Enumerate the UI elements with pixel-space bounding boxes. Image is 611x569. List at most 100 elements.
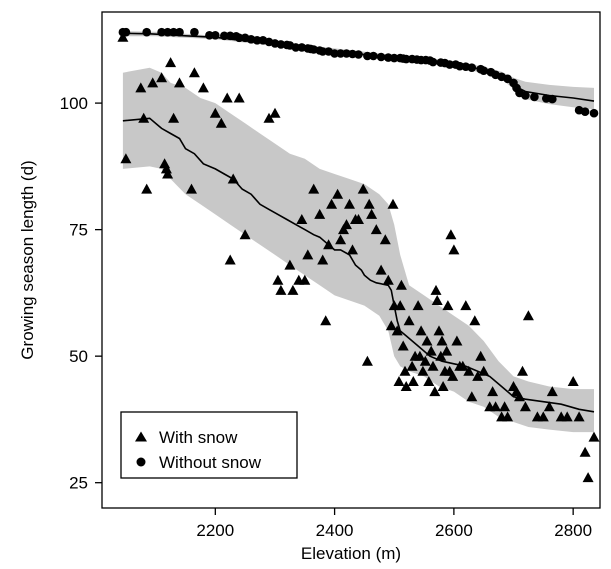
with-snow-point — [387, 198, 399, 209]
with-snow-point — [447, 370, 459, 381]
y-tick-label: 75 — [69, 221, 88, 240]
x-tick-label: 2800 — [554, 521, 592, 540]
with-snow-point — [448, 244, 460, 255]
with-snow-point — [197, 82, 209, 93]
with-snow-point — [361, 355, 373, 366]
with-snow-point — [429, 386, 441, 397]
with-snow-point — [117, 31, 129, 42]
legend-label-without-snow: Without snow — [159, 453, 262, 472]
with-snow-point — [272, 274, 284, 285]
with-snow-point — [174, 77, 185, 88]
with-snow-point — [357, 183, 369, 194]
with-snow-point — [284, 259, 296, 270]
with-snow-point — [445, 229, 457, 240]
with-snow-point — [561, 411, 573, 422]
without-snow-point — [175, 27, 184, 37]
with-snow-point — [519, 401, 531, 412]
y-axis: 25 50 75 100 — [60, 94, 102, 493]
with-snow-point — [366, 208, 378, 219]
without-snow-point — [330, 49, 339, 58]
with-snow-point — [517, 365, 528, 376]
y-axis-title: Growing season length (d) — [18, 160, 37, 359]
with-snow-point — [430, 284, 442, 295]
with-snow-point — [437, 381, 449, 391]
with-snow-point — [363, 198, 375, 209]
with-snow-point — [287, 284, 299, 295]
without-snow-point — [548, 94, 557, 104]
with-snow-point — [188, 67, 200, 78]
legend-label-with-snow: With snow — [159, 428, 238, 447]
with-snow-point — [417, 365, 429, 376]
with-snow-point — [221, 92, 233, 103]
with-snow-point — [425, 345, 437, 356]
without-snow-point — [354, 50, 363, 59]
with-snow-point — [393, 376, 405, 386]
with-snow-point — [433, 325, 445, 336]
without-snow-point — [291, 43, 301, 52]
with-snow-point — [308, 183, 320, 194]
without-snow-point — [369, 51, 378, 61]
x-tick-label: 2200 — [196, 521, 234, 540]
with-snow-point — [165, 57, 177, 68]
without-snow-point — [318, 47, 328, 56]
with-snow-point — [382, 274, 394, 285]
with-snow-point — [457, 360, 469, 371]
confidence-band-4 — [122, 67, 595, 433]
with-snow-point — [441, 345, 453, 356]
without-snow-point — [479, 66, 489, 75]
with-snow-point — [407, 376, 419, 386]
with-snow-point — [423, 376, 435, 386]
without-snow-point — [234, 33, 244, 43]
with-snow-point — [341, 219, 352, 230]
y-tick-label: 25 — [69, 474, 88, 493]
with-snow-point — [431, 295, 443, 305]
with-snow-point — [466, 391, 478, 402]
with-snow-point — [579, 446, 591, 457]
with-snow-point — [296, 214, 308, 224]
plot-frame — [101, 11, 601, 509]
y-tick-label: 50 — [69, 347, 88, 366]
x-tick-label: 2600 — [435, 521, 473, 540]
data-points — [117, 27, 600, 483]
with-snow-point — [394, 300, 406, 311]
with-snow-point — [522, 310, 534, 321]
with-snow-point — [227, 173, 239, 184]
with-snow-point — [326, 198, 338, 209]
without-snow-point — [389, 53, 399, 63]
with-snow-point — [463, 365, 475, 376]
without-snow-point — [521, 91, 530, 100]
without-snow-point — [142, 27, 151, 37]
with-snow-point — [546, 386, 558, 397]
without-snow-point — [445, 60, 455, 69]
with-snow-point — [275, 284, 287, 295]
x-axis: 2200 2400 2600 2800 — [196, 508, 592, 540]
with-snow-point — [162, 168, 174, 179]
with-snow-point — [499, 401, 511, 412]
with-snow-point — [299, 274, 311, 285]
with-snow-point — [269, 107, 281, 118]
with-snow-point — [406, 360, 418, 371]
without-snow-point — [252, 36, 262, 45]
without-snow-point — [157, 27, 166, 37]
with-snow-point — [302, 249, 314, 260]
y-tick-label: 100 — [60, 94, 88, 113]
with-snow-point — [412, 300, 424, 311]
with-snow-point — [421, 335, 433, 346]
with-snow-point — [403, 315, 415, 326]
with-snow-point — [391, 325, 403, 336]
without-snow-point — [220, 31, 229, 41]
with-snow-point — [320, 315, 332, 326]
without-snow-point — [589, 108, 599, 118]
with-snow-point — [395, 279, 407, 290]
with-snow-point — [233, 92, 245, 103]
with-snow-point — [451, 335, 463, 346]
with-snow-point — [335, 234, 347, 245]
with-snow-point — [442, 300, 454, 311]
with-snow-point — [436, 335, 448, 346]
without-snow-point — [211, 31, 220, 40]
with-snow-point — [215, 117, 227, 128]
without-snow-point — [336, 49, 345, 58]
with-snow-point — [263, 112, 275, 123]
fit-line-3 — [122, 32, 595, 102]
with-snow-point — [379, 234, 391, 245]
